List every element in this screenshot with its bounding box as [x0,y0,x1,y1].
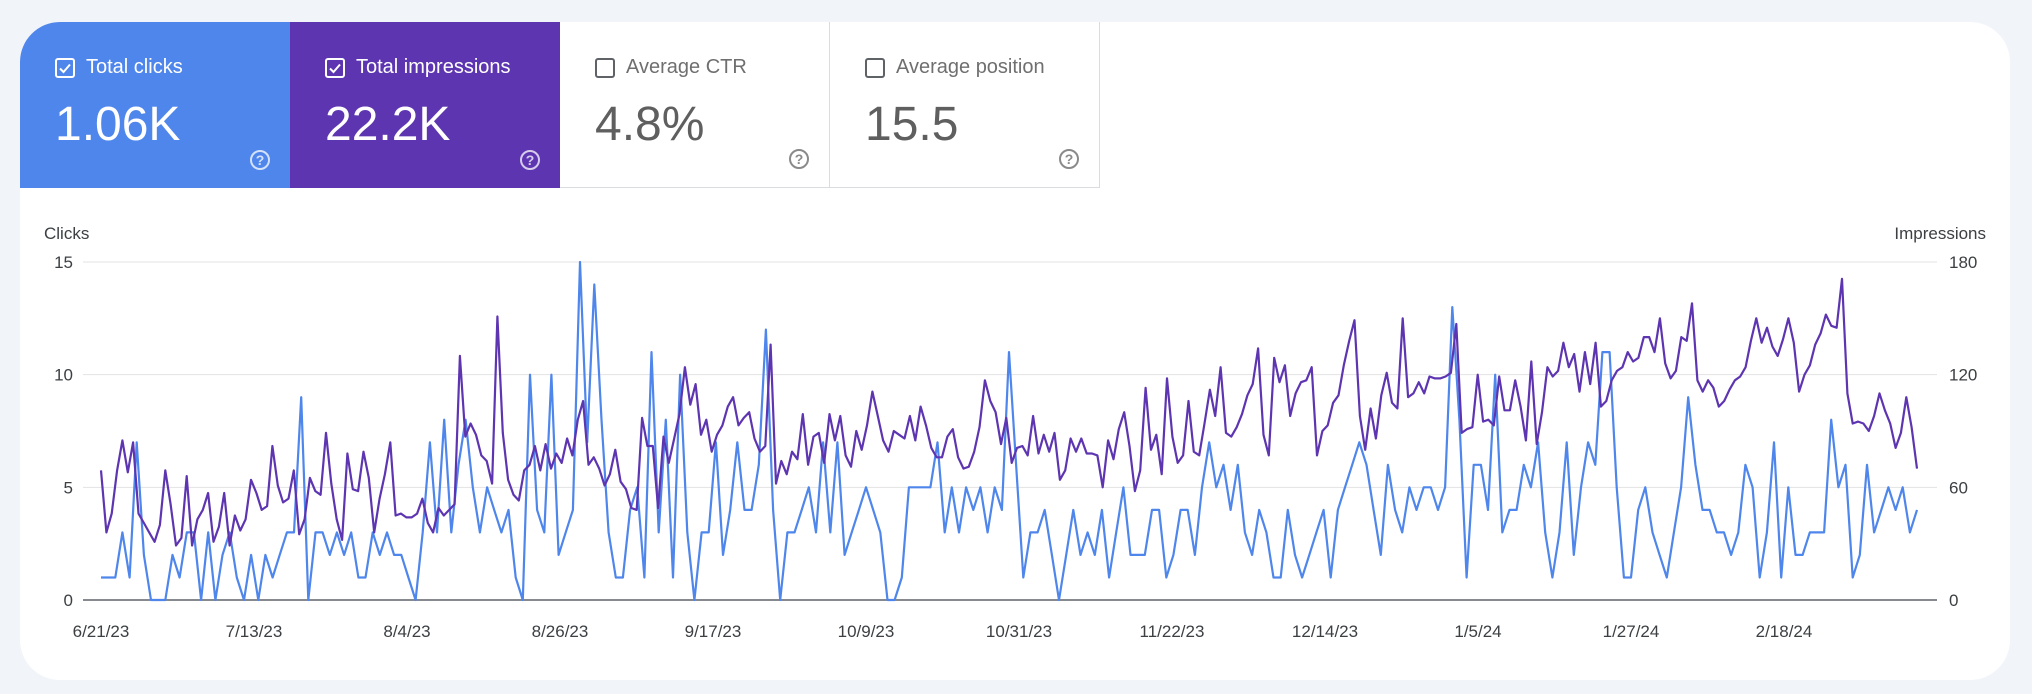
x-tick-label: 1/5/24 [1454,622,1501,641]
y-left-tick-label: 10 [54,366,73,385]
x-tick-label: 6/21/23 [73,622,130,641]
metric-label: Average position [896,56,1045,78]
metric-label: Average CTR [626,56,747,78]
left-axis-title: Clicks [44,224,90,243]
checkbox-unchecked-icon[interactable] [595,57,615,78]
checkbox-unchecked-icon[interactable] [865,57,885,78]
clicks-series-line[interactable] [101,260,1919,602]
x-tick-label: 1/27/24 [1603,622,1660,641]
x-tick-label: 11/22/23 [1140,622,1205,641]
x-tick-label: 2/18/24 [1756,622,1813,641]
y-right-tick-label: 60 [1949,478,1968,497]
help-icon[interactable]: ? [520,150,540,170]
performance-line-chart[interactable]: 0 0 5 60 10 120 15 180 6/21/23 7/13/23 8/4/23 8/26/… [20,22,2010,680]
metric-value: 4.8% [595,98,705,151]
y-left-tick-label: 0 [64,591,73,610]
x-tick-label: 10/31/23 [986,622,1052,641]
metric-average-position[interactable]: Average position 15.5 ? [830,22,1100,188]
checkbox-checked-icon[interactable] [55,57,75,78]
y-right-tick-label: 0 [1949,591,1958,610]
help-icon[interactable]: ? [250,150,270,170]
right-axis-title: Impressions [1894,224,1986,243]
y-left-tick-label: 5 [64,478,73,497]
x-tick-label: 8/26/23 [532,622,589,641]
performance-card: Total clicks 1.06K ? Total impressions 2… [20,22,2010,680]
y-right-tick-label: 120 [1949,366,1977,385]
metric-total-impressions[interactable]: Total impressions 22.2K ? [290,22,560,188]
impressions-series-line[interactable] [99,277,1919,547]
x-tick-label: 12/14/23 [1292,622,1358,641]
x-tick-label: 9/17/23 [685,622,742,641]
x-tick-label: 8/4/23 [383,622,430,641]
metric-label: Total impressions [356,56,511,78]
metric-average-ctr[interactable]: Average CTR 4.8% ? [560,22,830,188]
metric-total-clicks[interactable]: Total clicks 1.06K ? [20,22,290,188]
metric-label: Total clicks [86,56,183,78]
metric-value: 1.06K [55,98,181,151]
help-icon[interactable]: ? [1059,149,1079,169]
x-tick-label: 10/9/23 [838,622,895,641]
help-icon[interactable]: ? [789,149,809,169]
x-tick-label: 7/13/23 [226,622,283,641]
checkbox-checked-icon[interactable] [325,57,345,78]
y-right-tick-label: 180 [1949,253,1977,272]
y-left-tick-label: 15 [54,253,73,272]
metric-value: 22.2K [325,98,451,151]
metric-value: 15.5 [865,98,959,151]
